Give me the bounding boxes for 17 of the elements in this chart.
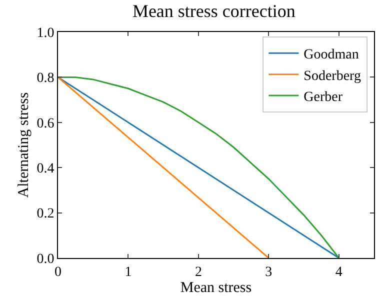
legend-label: Soderberg <box>304 68 361 84</box>
y-tick-label: 0.8 <box>36 71 54 86</box>
legend-label: Goodman <box>304 48 359 63</box>
y-tick-label: 0.4 <box>36 162 54 176</box>
y-tick-label: 1.0 <box>36 26 54 41</box>
chart-title: Mean stress correction <box>132 1 296 22</box>
x-tick-label: 4 <box>335 264 342 280</box>
y-axis-title: Alternating stress <box>16 92 32 198</box>
legend-label: Gerber <box>304 90 343 105</box>
x-tick-label: 1 <box>124 264 132 280</box>
y-tick-label: 0.2 <box>36 206 54 222</box>
y-tick-label: 0.6 <box>36 116 54 132</box>
x-tick-label: 2 <box>194 264 202 280</box>
x-axis-title: Mean stress <box>180 280 252 296</box>
x-tick-label: 0 <box>54 264 62 280</box>
y-tick-label: 0.0 <box>36 252 54 267</box>
x-tick-label: 3 <box>265 264 272 280</box>
